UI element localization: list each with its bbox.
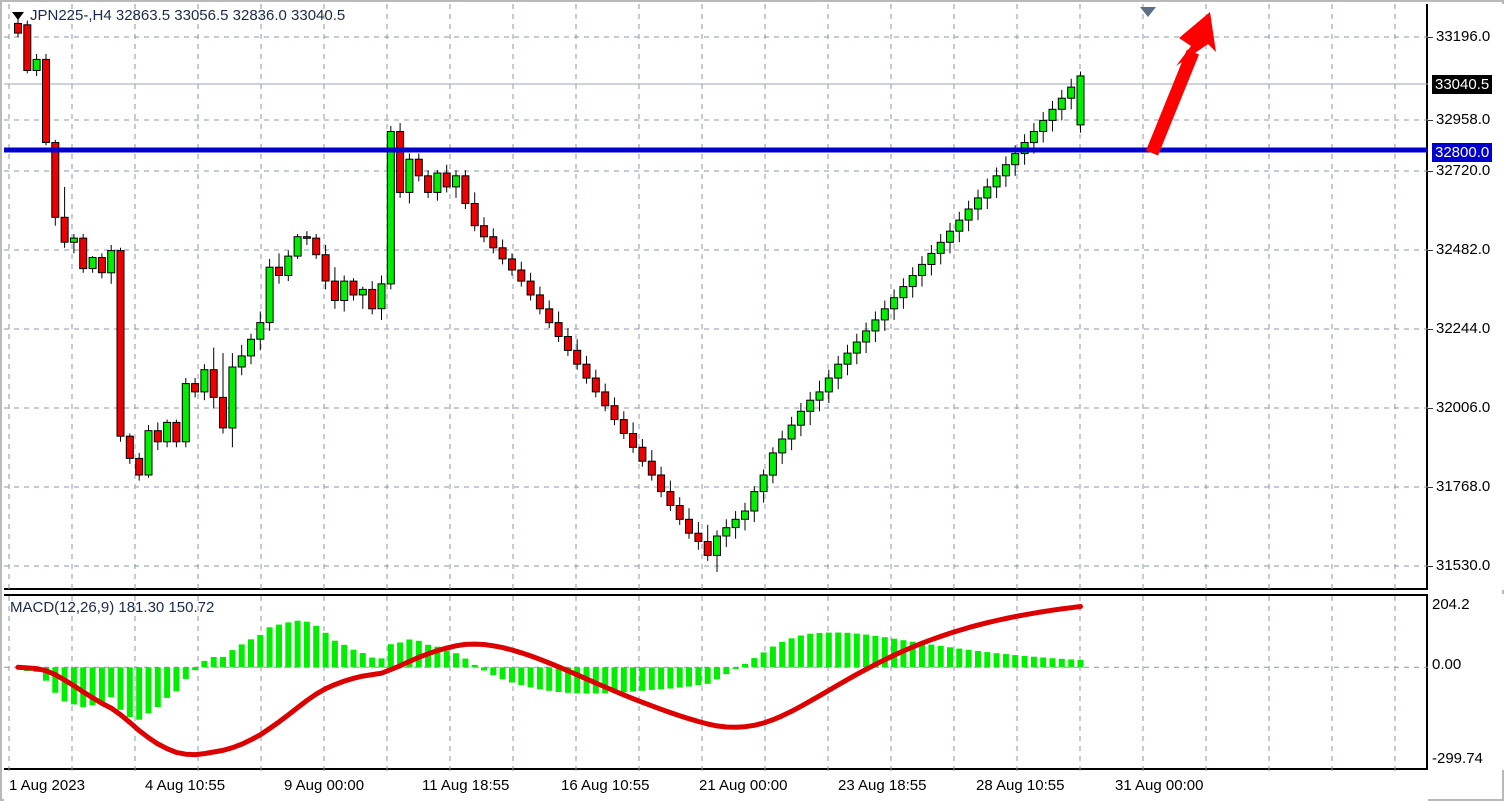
price-axis-label: 31530.0 xyxy=(1436,557,1491,574)
time-axis-label: 11 Aug 18:55 xyxy=(422,777,510,794)
symbol-header: JPN225-,H4 32863.5 33056.5 32836.0 33040… xyxy=(12,7,345,24)
time-axis[interactable]: 1 Aug 2023 4 Aug 10:55 9 Aug 00:00 11 Aug 1… xyxy=(4,772,1428,801)
price-axis-tick xyxy=(1428,487,1433,488)
price-axis[interactable]: 33196.0 32958.0 32720.0 32482.0 32244.0 32006… xyxy=(1428,4,1504,590)
macd-signal-line xyxy=(15,604,1083,758)
price-chart-canvas[interactable] xyxy=(4,4,1428,590)
macd-header: MACD(12,26,9) 181.30 150.72 xyxy=(10,599,214,616)
candlestick-series xyxy=(14,17,1085,572)
price-axis-label: 33196.0 xyxy=(1436,28,1491,45)
price-chart-panel[interactable] xyxy=(4,4,1428,590)
price-axis-label: 32006.0 xyxy=(1436,399,1491,416)
up-arrow-annotation xyxy=(1145,12,1216,156)
macd-axis-label: 0.00 xyxy=(1432,656,1462,673)
time-axis-label: 31 Aug 00:00 xyxy=(1115,777,1204,794)
last-price-tag: 33040.5 xyxy=(1432,75,1493,94)
price-axis-tick xyxy=(1428,171,1433,172)
price-axis-label: 32958.0 xyxy=(1436,111,1491,128)
macd-axis-label: 204.2 xyxy=(1432,596,1470,613)
macd-chart-canvas[interactable] xyxy=(4,596,1428,772)
level-price-tag: 32800.0 xyxy=(1432,143,1493,162)
symbol-header-text: JPN225-,H4 32863.5 33056.5 32836.0 33040… xyxy=(30,7,346,24)
macd-gridlines xyxy=(4,596,1428,772)
price-axis-tick xyxy=(1428,329,1433,330)
price-axis-label: 31768.0 xyxy=(1436,478,1491,495)
price-axis-tick xyxy=(1428,120,1433,121)
price-axis-tick xyxy=(1428,566,1433,567)
time-axis-label: 9 Aug 00:00 xyxy=(284,777,365,794)
bar-marker-icon xyxy=(1140,7,1156,17)
time-axis-label: 16 Aug 10:55 xyxy=(561,777,650,794)
macd-indicator-panel[interactable] xyxy=(4,594,1428,772)
macd-axis-label: -299.74 xyxy=(1432,750,1483,767)
time-axis-label: 4 Aug 10:55 xyxy=(145,777,226,794)
macd-axis[interactable]: 204.2 0.00 -299.74 xyxy=(1428,594,1504,770)
price-axis-tick xyxy=(1428,250,1433,251)
price-axis-tick xyxy=(1428,408,1433,409)
price-axis-label: 32720.0 xyxy=(1436,162,1491,179)
price-gridlines xyxy=(4,4,1428,590)
time-axis-label: 21 Aug 00:00 xyxy=(699,777,788,794)
time-axis-label: 23 Aug 18:55 xyxy=(838,777,927,794)
time-axis-label: 28 Aug 10:55 xyxy=(976,777,1065,794)
macd-header-text: MACD(12,26,9) 181.30 150.72 xyxy=(10,599,215,616)
macd-histogram xyxy=(15,620,1084,720)
triangle-down-icon[interactable] xyxy=(12,12,24,21)
price-axis-tick xyxy=(1428,37,1433,38)
price-axis-label: 32482.0 xyxy=(1436,241,1491,258)
price-axis-label: 32244.0 xyxy=(1436,320,1491,337)
time-axis-label: 1 Aug 2023 xyxy=(9,777,85,794)
